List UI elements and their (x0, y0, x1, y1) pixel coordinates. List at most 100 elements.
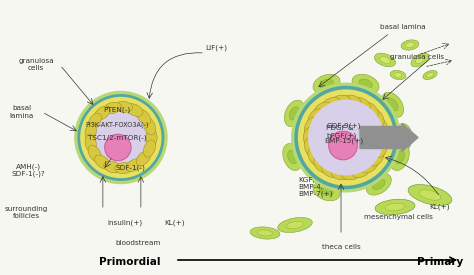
Ellipse shape (369, 109, 384, 127)
Ellipse shape (286, 221, 304, 229)
Ellipse shape (390, 144, 410, 170)
Ellipse shape (257, 230, 273, 236)
Ellipse shape (320, 186, 333, 196)
Ellipse shape (423, 70, 437, 79)
Ellipse shape (408, 185, 452, 205)
Circle shape (298, 89, 394, 186)
Ellipse shape (331, 167, 351, 180)
Ellipse shape (341, 95, 361, 108)
Ellipse shape (352, 97, 371, 112)
Ellipse shape (320, 79, 333, 89)
Ellipse shape (314, 157, 331, 173)
Ellipse shape (361, 157, 378, 173)
Text: granulosa
cells: granulosa cells (18, 59, 54, 72)
Ellipse shape (115, 101, 133, 112)
Ellipse shape (144, 118, 155, 135)
Ellipse shape (104, 161, 121, 173)
Ellipse shape (136, 151, 151, 166)
Text: Primordial: Primordial (99, 257, 161, 267)
Ellipse shape (136, 109, 151, 124)
Ellipse shape (303, 128, 316, 147)
Ellipse shape (146, 128, 157, 147)
Ellipse shape (314, 102, 331, 118)
Ellipse shape (94, 106, 110, 120)
Ellipse shape (427, 73, 434, 77)
Ellipse shape (411, 53, 429, 67)
Ellipse shape (380, 57, 390, 64)
Ellipse shape (406, 42, 414, 48)
Ellipse shape (284, 100, 304, 127)
Text: KGF,
BMP-4,
BMP-7(+): KGF, BMP-4, BMP-7(+) (298, 177, 332, 197)
Ellipse shape (366, 173, 392, 195)
Text: surrounding
follicles: surrounding follicles (4, 207, 48, 219)
Ellipse shape (144, 140, 155, 157)
Text: TSC1/2-mTOR(-): TSC1/2-mTOR(-) (88, 134, 146, 141)
Ellipse shape (374, 53, 395, 67)
Ellipse shape (126, 104, 143, 116)
Circle shape (77, 94, 164, 181)
Ellipse shape (308, 148, 323, 166)
Ellipse shape (250, 227, 280, 239)
Ellipse shape (313, 181, 340, 201)
Text: KL(+): KL(+) (165, 220, 185, 226)
Ellipse shape (104, 102, 121, 114)
Ellipse shape (94, 155, 110, 169)
Ellipse shape (382, 92, 404, 117)
Circle shape (74, 91, 168, 184)
Ellipse shape (283, 144, 302, 170)
Ellipse shape (394, 123, 412, 152)
Ellipse shape (289, 107, 300, 120)
Ellipse shape (373, 179, 385, 190)
Ellipse shape (308, 109, 323, 127)
Ellipse shape (341, 167, 361, 180)
Ellipse shape (369, 148, 384, 166)
Text: bloodstream: bloodstream (115, 240, 161, 246)
Circle shape (89, 106, 153, 169)
Ellipse shape (415, 57, 425, 64)
Ellipse shape (359, 79, 372, 89)
Circle shape (291, 82, 401, 192)
Ellipse shape (352, 163, 371, 178)
Text: BMP-15(+): BMP-15(+) (325, 137, 364, 144)
Ellipse shape (401, 40, 419, 50)
Ellipse shape (399, 131, 408, 144)
Text: SDF-1(-): SDF-1(-) (116, 164, 146, 171)
Ellipse shape (374, 138, 388, 158)
Ellipse shape (394, 73, 402, 77)
Ellipse shape (304, 138, 318, 158)
Ellipse shape (352, 74, 379, 94)
Ellipse shape (85, 134, 96, 152)
Ellipse shape (387, 98, 398, 111)
Text: basal lamina: basal lamina (380, 24, 426, 30)
Text: PI3K-AKT-FOXO3A(-): PI3K-AKT-FOXO3A(-) (85, 121, 148, 128)
Ellipse shape (390, 70, 406, 80)
Ellipse shape (361, 102, 378, 118)
Ellipse shape (419, 190, 441, 200)
Circle shape (329, 131, 357, 160)
Text: PTEN(-): PTEN(-) (103, 106, 130, 113)
Ellipse shape (375, 199, 415, 215)
Ellipse shape (88, 113, 101, 130)
FancyArrow shape (360, 123, 418, 152)
Circle shape (294, 86, 398, 189)
Ellipse shape (331, 95, 351, 108)
Ellipse shape (395, 150, 404, 164)
Circle shape (308, 100, 384, 175)
Ellipse shape (126, 159, 143, 171)
Circle shape (306, 98, 386, 177)
Text: Primary: Primary (417, 257, 463, 267)
Text: basal
lamina: basal lamina (10, 106, 34, 119)
Ellipse shape (385, 203, 405, 211)
Ellipse shape (374, 117, 388, 137)
Text: GDF-9(+): GDF-9(+) (327, 122, 361, 129)
Ellipse shape (115, 163, 133, 174)
Ellipse shape (375, 128, 389, 147)
Text: AMH(-)
SDF-1(-)?: AMH(-) SDF-1(-)? (11, 163, 45, 177)
Text: KL(+): KL(+) (430, 204, 450, 210)
Ellipse shape (88, 145, 101, 162)
Ellipse shape (304, 117, 318, 137)
Ellipse shape (321, 163, 340, 178)
Ellipse shape (321, 97, 340, 112)
Ellipse shape (278, 218, 312, 233)
Text: granulosa cells: granulosa cells (390, 54, 444, 60)
